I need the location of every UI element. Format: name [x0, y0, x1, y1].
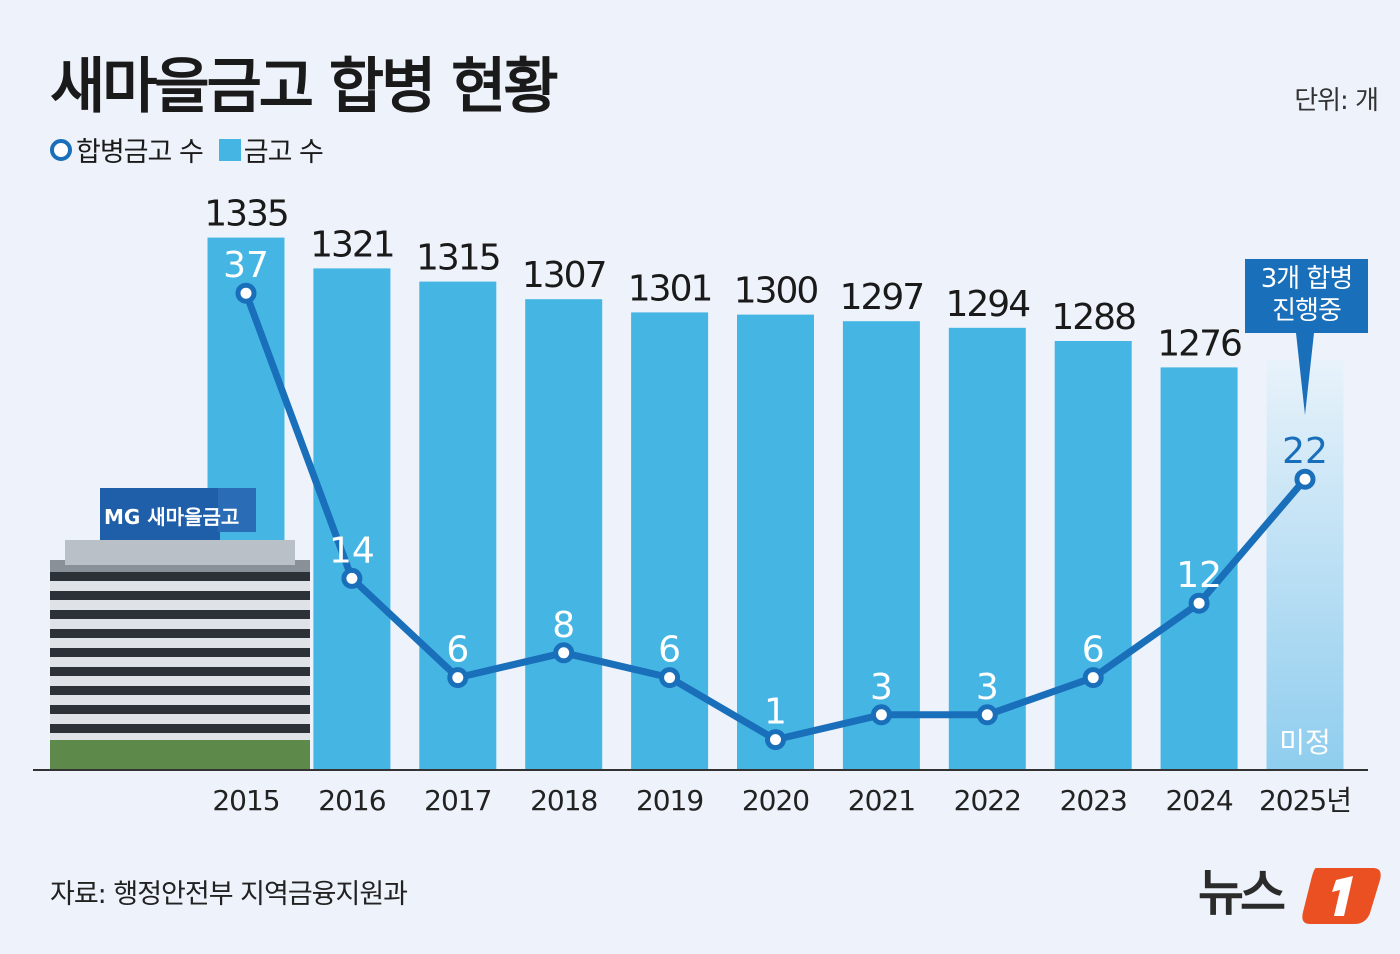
merger-value-label: 3: [976, 667, 999, 708]
legend-line-marker-icon: [50, 138, 72, 161]
merger-value-label: 6: [1082, 630, 1105, 671]
bar-value-label: 1315: [416, 238, 500, 279]
x-tick-label: 2021: [848, 784, 915, 817]
merger-point-2020: [765, 729, 786, 751]
bar-value-label: 1297: [840, 277, 924, 318]
merger-value-label: 6: [446, 630, 469, 671]
callout-text: 3개 합병 진행중: [1260, 264, 1354, 326]
bar-2019: [631, 312, 709, 770]
bar-value-label: 1276: [1157, 323, 1241, 364]
bar-value-label: 1294: [945, 284, 1029, 325]
x-tick-label: 2016: [318, 784, 385, 817]
x-tick-label: 2017: [424, 784, 491, 817]
merger-point-2015: [235, 282, 257, 304]
bar-value-label: 1301: [628, 268, 712, 309]
legend-bar-label: 금고 수: [243, 137, 324, 168]
bar-2025년-undetermined: [1266, 360, 1344, 770]
x-tick-label: 2018: [530, 784, 597, 817]
merger-value-label: 37: [223, 245, 269, 286]
bar-value-label: 1300: [734, 271, 818, 312]
building-sign: MG 새마을금고: [104, 505, 239, 529]
merger-value-label: 6: [658, 630, 681, 671]
bar-value-label: 1321: [310, 224, 394, 265]
x-tick-label: 2023: [1060, 784, 1127, 817]
callout-pointer: [1296, 333, 1314, 415]
bar-value-label: 1307: [522, 255, 606, 296]
merger-point-2022: [976, 704, 998, 726]
merger-value-label: 3: [870, 667, 893, 708]
bar-2022: [948, 327, 1026, 770]
legend: 합병금고 수 금고 수: [50, 130, 324, 169]
x-tick-label: 2015: [212, 784, 279, 817]
bar-2020: [737, 314, 814, 770]
unit-label: 단위: 개: [1294, 86, 1379, 116]
bar-2021: [842, 321, 920, 770]
bar-2016: [313, 268, 391, 770]
merger-value-label: 8: [552, 605, 575, 646]
merger-point-2025년: [1294, 468, 1316, 490]
merger-value-label: 12: [1176, 555, 1222, 596]
chart-title: 새마을금고 합병 현황: [50, 52, 559, 122]
x-tick-label: 2019: [636, 784, 703, 817]
bar-2017: [419, 281, 497, 770]
undetermined-label: 미정: [1279, 726, 1331, 759]
merger-point-2024: [1188, 592, 1210, 614]
x-tick-label: 2024: [1165, 784, 1232, 817]
merger-value-label: 22: [1282, 431, 1328, 472]
legend-line-label: 합병금고 수: [76, 137, 204, 168]
merger-point-2018: [553, 642, 575, 664]
svg-text:뉴스: 뉴스: [1198, 864, 1285, 922]
merger-point-2019: [659, 667, 681, 689]
building-photo: MG 새마을금고: [50, 488, 310, 770]
x-tick-label: 2025년: [1259, 784, 1351, 817]
merger-point-2023: [1082, 667, 1104, 689]
merger-point-2021: [870, 704, 892, 726]
bar-value-label: 1288: [1051, 297, 1135, 338]
source-note: 자료: 행정안전부 지역금융지원과: [50, 879, 408, 910]
merger-point-2017: [447, 667, 469, 689]
merger-value-label: 14: [329, 530, 375, 571]
bar-2018: [525, 299, 603, 770]
legend-bar-swatch-icon: [218, 138, 241, 161]
merger-point-2016: [341, 567, 363, 589]
merger-value-label: 1: [764, 692, 787, 733]
bar-value-label: 1335: [204, 194, 288, 235]
callout-2025: 3개 합병 진행중: [1245, 259, 1368, 333]
x-tick-label: 2022: [954, 784, 1021, 817]
bar-2023: [1054, 341, 1132, 770]
x-tick-label: 2020: [742, 784, 809, 817]
news1-logo: 뉴스: [1198, 858, 1383, 932]
